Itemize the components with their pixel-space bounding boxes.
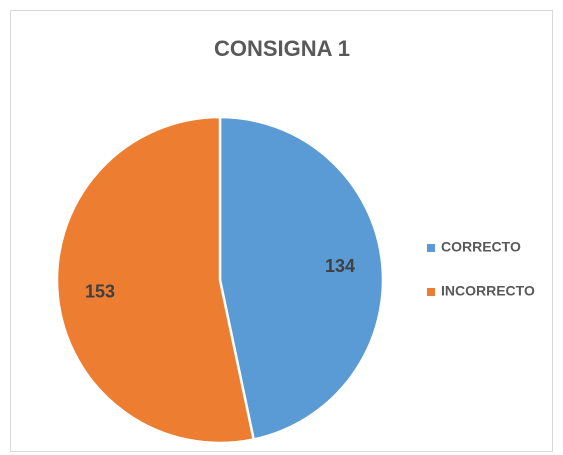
legend-swatch [427, 288, 435, 296]
legend-swatch [427, 244, 435, 252]
data-label: 134 [325, 256, 355, 276]
data-label: 153 [85, 281, 115, 301]
legend-label: CORRECTO [441, 239, 521, 255]
chart-title: CONSIGNA 1 [214, 36, 350, 61]
legend-label: INCORRECTO [441, 283, 535, 299]
pie-slice [55, 115, 256, 445]
pie-slice [218, 115, 385, 441]
